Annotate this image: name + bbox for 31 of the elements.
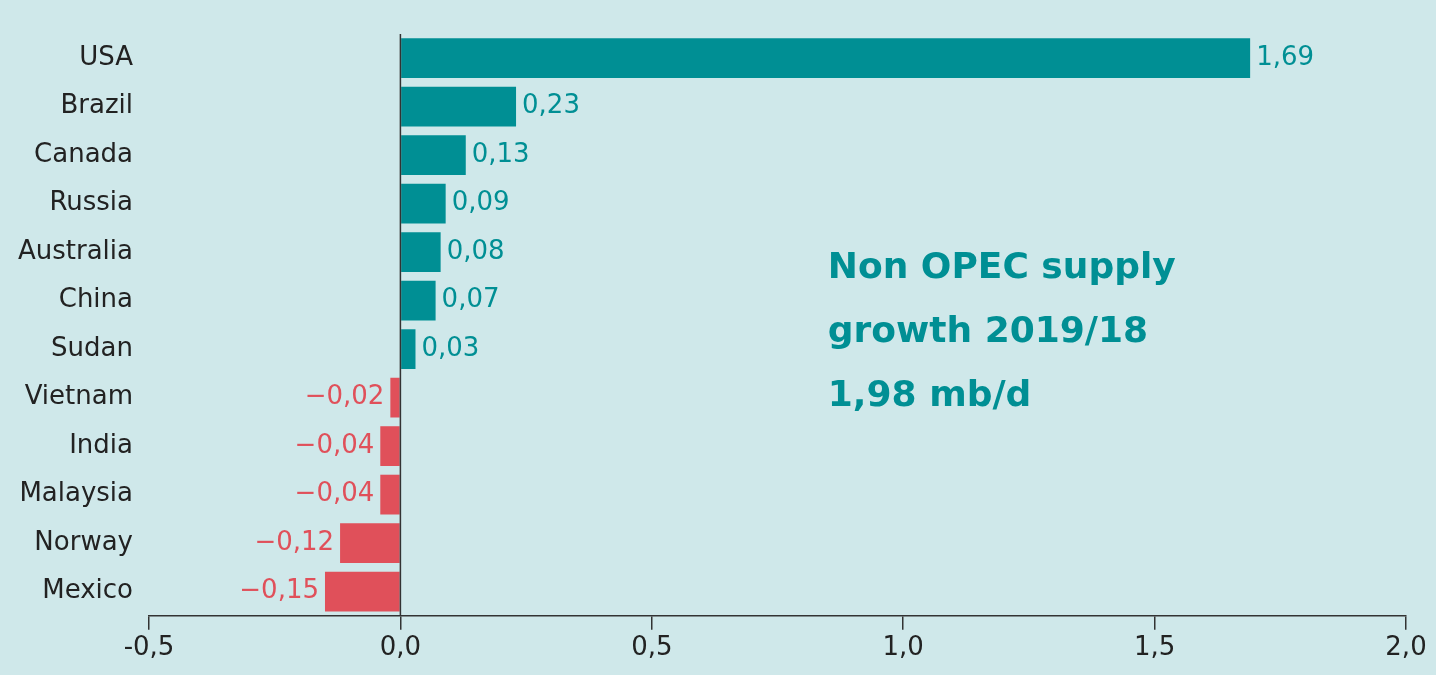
y-tick-label: Vietnam xyxy=(24,380,134,411)
data-label: 0,08 xyxy=(446,234,505,265)
y-tick-label: Canada xyxy=(34,137,134,168)
y-tick-label: India xyxy=(69,428,134,459)
data-label: 1,69 xyxy=(1256,40,1315,71)
y-tick-label: Malaysia xyxy=(19,477,134,508)
y-tick-label: Russia xyxy=(49,186,134,217)
x-tick-label: 2,0 xyxy=(1385,631,1427,662)
data-label: −0,04 xyxy=(294,477,375,508)
x-tick-label: 1,5 xyxy=(1133,631,1176,662)
x-tick-label: 1,0 xyxy=(882,631,924,662)
data-label: −0,12 xyxy=(254,525,335,556)
x-tick-label: -0,5 xyxy=(123,631,175,662)
annotation: Non OPEC supply growth 2019/18 1,98 mb/d xyxy=(827,245,1176,415)
data-label: −0,15 xyxy=(239,574,319,605)
y-tick-label: Norway xyxy=(34,525,134,556)
data-label: 0,23 xyxy=(522,89,580,120)
y-tick-label: USA xyxy=(79,40,134,71)
data-label: 0,07 xyxy=(441,283,500,314)
data-label: −0,04 xyxy=(294,428,375,459)
data-label: 0,09 xyxy=(451,186,510,217)
y-tick-label: Mexico xyxy=(42,574,134,605)
y-tick-label: China xyxy=(58,283,134,314)
x-tick-label: 0,0 xyxy=(379,631,422,662)
y-tick-label: Sudan xyxy=(51,331,134,362)
data-label: 0,03 xyxy=(421,331,480,362)
data-label: −0,02 xyxy=(304,380,385,411)
y-tick-label: Australia xyxy=(17,234,134,265)
x-tick-label: 0,5 xyxy=(631,631,673,662)
y-tick-label: Brazil xyxy=(60,89,134,120)
data-label: 0,13 xyxy=(471,137,530,168)
